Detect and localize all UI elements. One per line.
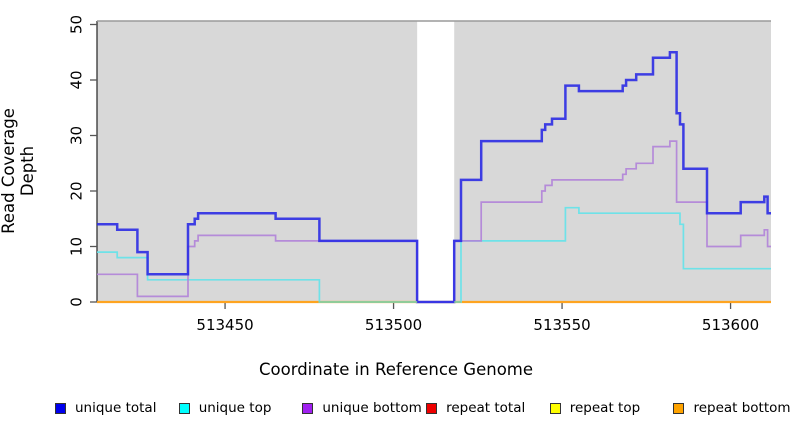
x-tick-label: 513550 (533, 316, 590, 334)
legend-item-repeat-top: repeat top (549, 400, 674, 416)
y-tick-label: 20 (68, 181, 86, 200)
series-unique-bottom (97, 140, 771, 303)
y-tick-label: 30 (68, 126, 86, 145)
legend-swatch-icon (426, 402, 438, 414)
legend-label: unique bottom (322, 400, 422, 416)
legend: unique total unique top unique bottom repea… (55, 400, 792, 416)
series-unique-top (97, 206, 771, 303)
y-tick-label: 10 (68, 237, 86, 256)
legend-label: repeat top (569, 400, 641, 416)
x-tick-label: 513600 (702, 316, 759, 334)
legend-item-repeat-total: repeat total (426, 400, 550, 416)
legend-swatch-icon (55, 402, 66, 414)
legend-swatch-icon (549, 402, 561, 414)
legend-item-unique-top: unique top (178, 400, 303, 416)
x-tick-label: 513450 (196, 316, 253, 334)
y-tick-label: 0 (68, 297, 86, 307)
legend-label: unique total (75, 400, 157, 416)
legend-label: repeat total (446, 400, 526, 416)
legend-swatch-icon (673, 402, 685, 414)
legend-item-repeat-bottom: repeat bottom (673, 400, 792, 416)
y-tick-label: 50 (68, 15, 86, 34)
legend-item-unique-total: unique total (55, 400, 179, 416)
legend-label: unique top (198, 400, 272, 416)
y-tick-label: 40 (68, 70, 86, 89)
x-tick-label: 513500 (365, 316, 422, 334)
legend-item-unique-bottom: unique bottom (302, 400, 426, 416)
masked-region (417, 21, 455, 302)
y-axis-title: Read Coverage Depth (0, 108, 37, 234)
x-axis-title: Coordinate in Reference Genome (258, 360, 534, 379)
legend-swatch-icon (302, 402, 314, 414)
legend-label: repeat bottom (693, 400, 791, 416)
series-unique-total (97, 51, 771, 304)
legend-swatch-icon (178, 402, 190, 414)
